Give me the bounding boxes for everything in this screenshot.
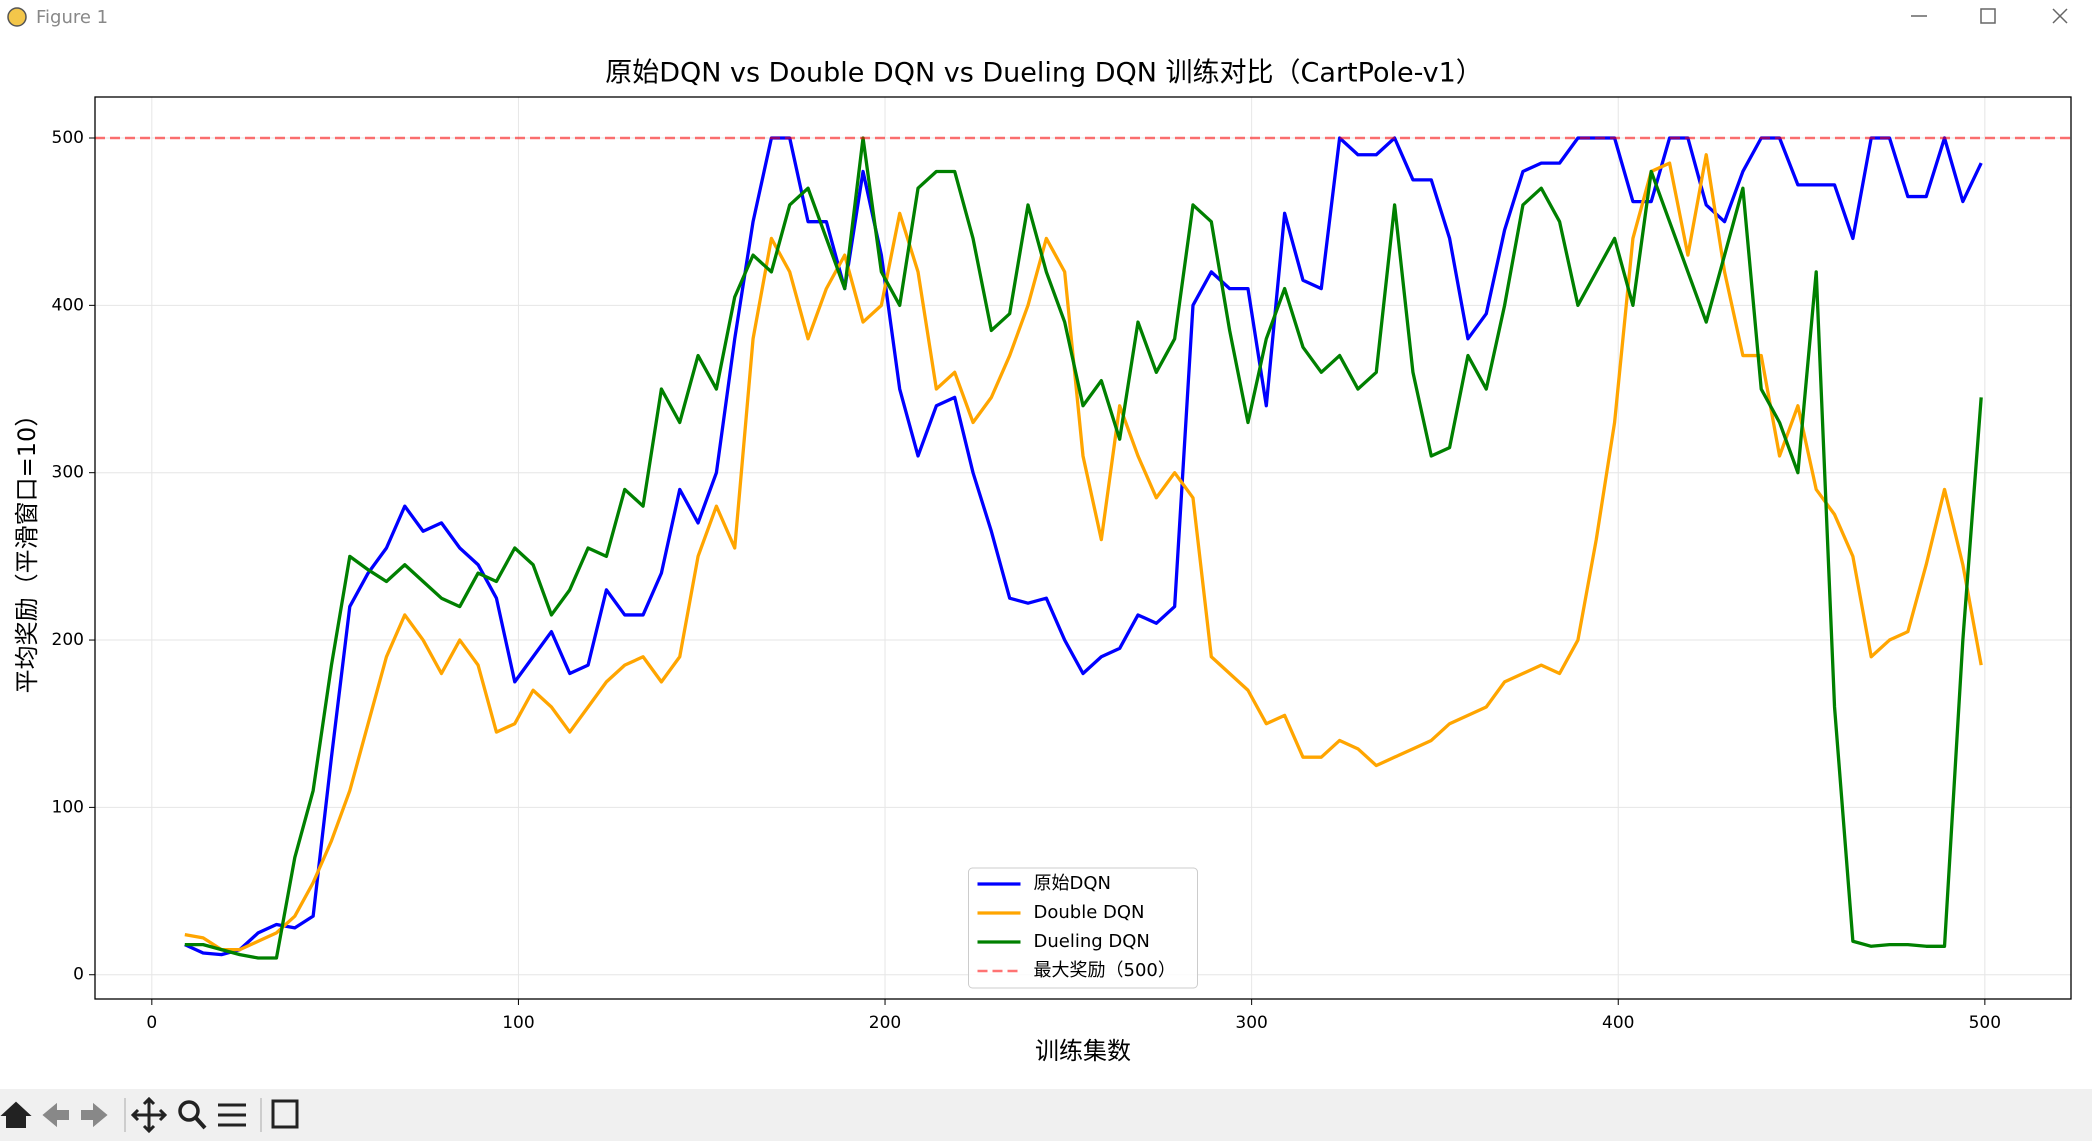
window-title: Figure 1 [36, 7, 108, 28]
chart-title: 原始DQN vs Double DQN vs Dueling DQN 训练对比（… [605, 58, 1483, 89]
y-tick-label: 400 [52, 295, 84, 315]
app-icon [7, 7, 27, 27]
title-bar [0, 0, 2092, 36]
y-tick-label: 500 [52, 128, 84, 148]
zoom-handle [194, 1116, 207, 1130]
legend-label: Dueling DQN [1034, 931, 1150, 952]
x-tick-label: 100 [502, 1013, 534, 1033]
legend-label: 最大奖励（500） [1034, 960, 1176, 981]
legend-label: Double DQN [1034, 902, 1145, 923]
series-line [184, 153, 1983, 952]
home-button[interactable] [0, 1101, 32, 1128]
configure-button[interactable] [218, 1103, 246, 1127]
y-tick-label: 200 [52, 630, 84, 650]
forward-button[interactable] [81, 1102, 108, 1128]
plot-frame [94, 96, 2072, 1000]
zoom-button[interactable] [178, 1100, 200, 1122]
x-tick-label: 500 [1969, 1013, 2001, 1033]
x-tick-label: 300 [1235, 1013, 1267, 1033]
pan-button[interactable] [130, 1096, 168, 1134]
y-tick-label: 300 [52, 463, 84, 483]
close-button[interactable] [2052, 8, 2068, 24]
legend-box [968, 867, 1198, 989]
back-button[interactable] [42, 1102, 69, 1128]
y-tick-label: 0 [73, 965, 84, 985]
legend-label: 原始DQN [1034, 873, 1112, 894]
y-axis-label: 平均奖励（平滑窗口=10） [13, 403, 41, 694]
maximize-button[interactable] [1980, 8, 1996, 24]
save-button[interactable] [271, 1099, 299, 1129]
x-axis-label: 训练集数 [1035, 1037, 1131, 1065]
x-tick-label: 0 [146, 1013, 157, 1033]
x-tick-label: 400 [1602, 1013, 1634, 1033]
x-tick-label: 200 [869, 1013, 901, 1033]
toolbar [0, 1089, 2092, 1141]
series-line [184, 136, 1983, 960]
series-line [184, 136, 1983, 957]
y-tick-label: 100 [52, 797, 84, 817]
